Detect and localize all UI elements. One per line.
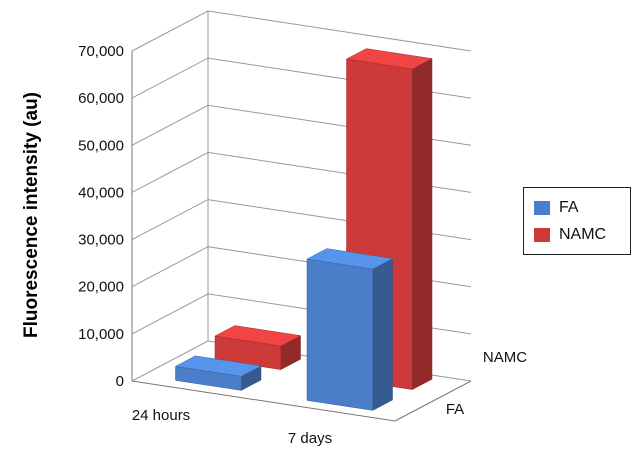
bars <box>174 48 433 411</box>
x-axis-line <box>131 380 396 422</box>
y-axis-label: Fluorescence intensity (au) <box>21 92 42 338</box>
legend-label-fa: FA <box>559 199 579 216</box>
y-tick-label: 70,000 <box>78 43 124 60</box>
bar-fa-7-days-side <box>372 258 393 411</box>
legend-item-namc: NAMC <box>534 225 606 245</box>
depth-tick-label: NAMC <box>483 349 527 366</box>
axes <box>131 11 472 422</box>
legend-swatch-namc <box>534 228 550 242</box>
y-tick-label: 20,000 <box>78 279 124 296</box>
bar-namc-24-hours-top <box>214 325 302 347</box>
bar-fa-24-hours <box>174 355 262 391</box>
legend-item-fa: FA <box>534 198 579 218</box>
legend-swatch-fa <box>534 201 550 215</box>
bar-fa-7-days-top <box>306 248 394 270</box>
y-tick-label: 30,000 <box>78 232 124 249</box>
x-tick-label: 7 days <box>288 430 332 447</box>
legend: FA NAMC <box>523 187 631 255</box>
y-tick-label: 40,000 <box>78 184 124 201</box>
y-tick-label: 10,000 <box>78 326 124 343</box>
tick-labels: 0 10,000 20,000 30,000 40,000 50,000 60,000 70,… <box>78 43 527 447</box>
x-tick-label: 24 hours <box>132 407 190 424</box>
y-tick-label: 0 <box>116 373 124 390</box>
bar-namc-24-hours <box>214 325 302 371</box>
depth-tick-label: FA <box>446 401 464 418</box>
bar-fa-7-days-front <box>306 258 374 411</box>
depth-axis-line <box>394 380 472 422</box>
bar-namc-7-days-side <box>412 58 433 391</box>
gridline <box>131 10 472 52</box>
y-tick-label: 60,000 <box>78 90 124 107</box>
bar-namc-7-days-top <box>345 48 433 70</box>
y-tick-label: 50,000 <box>78 137 124 154</box>
bar-fa-24-hours-top <box>174 355 262 377</box>
legend-label-namc: NAMC <box>559 226 607 243</box>
bar-fa-7-days <box>306 248 394 411</box>
